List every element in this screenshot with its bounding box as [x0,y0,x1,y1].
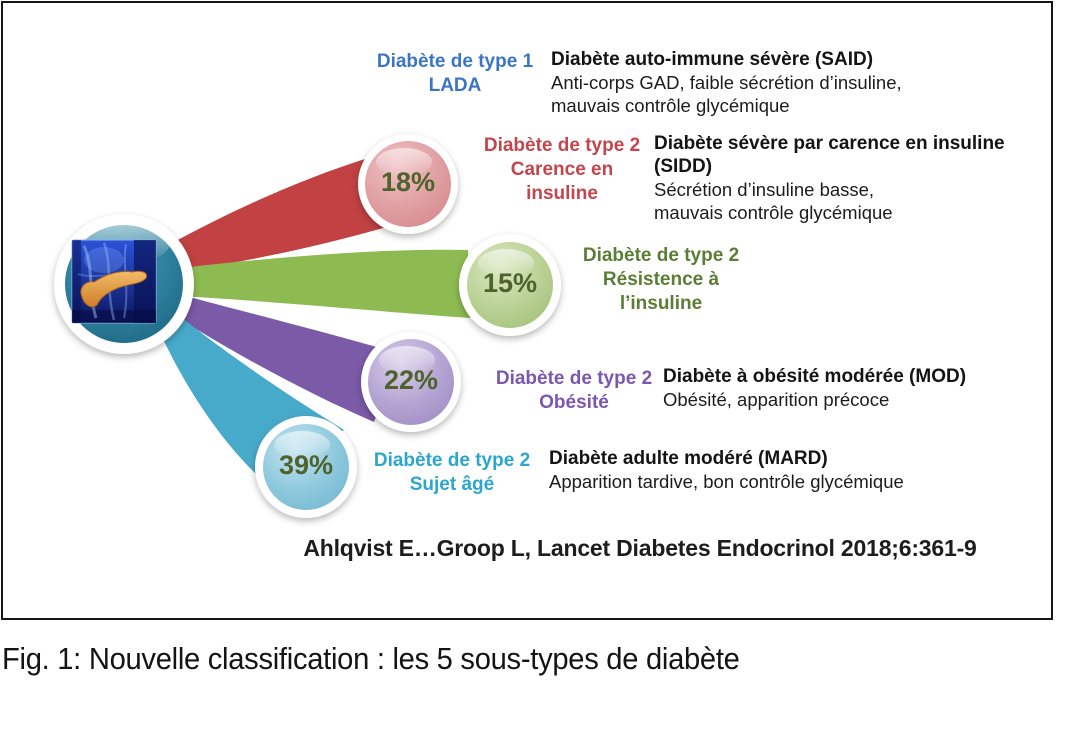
desc-text-said: Anti-corps GAD, faible sécrétion d’insul… [551,72,902,116]
desc-block-mod: Diabète à obésité modérée (MOD) Obésité,… [663,365,1043,411]
pancreas-image [71,239,157,324]
circle-22pct [361,332,461,432]
header-type2-carence: Diabète de type 2 Carence en insuline [483,135,641,204]
desc-block-sidd: Diabète sévère par carence en insuline (… [654,132,1054,224]
circle-15pct [459,234,561,336]
desc-block-said: Diabète auto-immune sévère (SAID) Anti-c… [551,48,1021,117]
desc-title-mard: Diabète adulte modéré (MARD) [549,448,828,469]
desc-title-sidd: Diabète sévère par carence en insuline (… [654,133,1005,177]
header-type1-lada: Diabète de type 1 LADA [376,51,534,96]
desc-block-mard: Diabète adulte modéré (MARD) Apparition … [549,447,979,493]
desc-text-mod: Obésité, apparition précoce [663,389,890,410]
desc-title-said: Diabète auto-immune sévère (SAID) [551,49,874,70]
desc-text-sidd: Sécrétion d’insuline basse, mauvais cont… [654,179,893,223]
desc-title-mod: Diabète à obésité modérée (MOD) [663,366,967,387]
header-type2-sujet-age: Diabète de type 2 Sujet âgé [373,450,531,495]
figure-caption: Fig. 1: Nouvelle classification : les 5 … [2,641,740,676]
circle-39pct [255,416,357,518]
pct-label-mod: 22% [383,365,439,395]
desc-text-mard: Apparition tardive, bon contrôle glycémi… [549,471,904,492]
ribbon-purple [172,294,400,422]
header-type2-resistance: Diabète de type 2 Résistence à l’insulin… [582,245,740,314]
header-type2-obesite: Diabète de type 2 Obésité [495,368,653,413]
circle-18pct [358,134,458,234]
pct-label-mard: 39% [278,450,334,480]
pct-label-sird: 15% [482,268,538,298]
citation-text: Ahlqvist E…Groop L, Lancet Diabetes Endo… [303,535,977,561]
pct-label-sidd: 18% [380,167,436,197]
ribbon-green [180,249,470,318]
